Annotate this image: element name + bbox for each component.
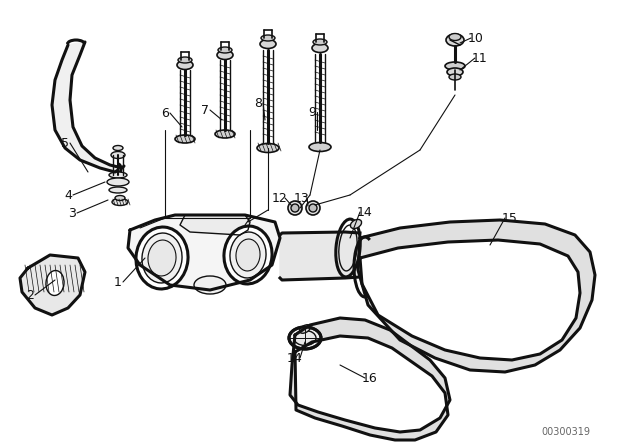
Polygon shape: [290, 318, 450, 440]
Ellipse shape: [115, 195, 125, 201]
Ellipse shape: [445, 62, 465, 70]
Ellipse shape: [218, 47, 232, 53]
Polygon shape: [20, 255, 85, 315]
Text: 14: 14: [287, 352, 303, 365]
Ellipse shape: [46, 271, 64, 296]
Text: 13: 13: [294, 191, 310, 204]
Ellipse shape: [111, 151, 125, 159]
Text: 6: 6: [161, 107, 169, 120]
Ellipse shape: [351, 220, 362, 228]
Text: 7: 7: [201, 103, 209, 116]
Ellipse shape: [449, 74, 461, 80]
Text: 1: 1: [114, 276, 122, 289]
Ellipse shape: [313, 39, 327, 45]
Text: 16: 16: [362, 371, 378, 384]
Ellipse shape: [309, 142, 331, 151]
Circle shape: [291, 204, 299, 212]
Text: 9: 9: [308, 105, 316, 119]
Ellipse shape: [142, 233, 182, 283]
Ellipse shape: [113, 146, 123, 151]
Text: 00300319: 00300319: [541, 427, 590, 437]
Ellipse shape: [215, 130, 235, 138]
Text: 4: 4: [64, 189, 72, 202]
Ellipse shape: [194, 276, 226, 294]
Ellipse shape: [112, 198, 128, 206]
Ellipse shape: [449, 34, 461, 40]
Ellipse shape: [446, 34, 464, 46]
Ellipse shape: [257, 143, 279, 152]
Ellipse shape: [217, 51, 233, 60]
Ellipse shape: [109, 187, 127, 193]
Ellipse shape: [300, 325, 310, 333]
Text: 14: 14: [357, 206, 373, 219]
Text: 2: 2: [26, 289, 34, 302]
Ellipse shape: [136, 227, 188, 289]
Circle shape: [306, 201, 320, 215]
Text: 15: 15: [502, 211, 518, 224]
Ellipse shape: [224, 226, 272, 284]
Ellipse shape: [294, 331, 316, 345]
Text: 11: 11: [472, 52, 488, 65]
Ellipse shape: [177, 60, 193, 69]
Ellipse shape: [261, 35, 275, 41]
Ellipse shape: [289, 327, 321, 349]
Ellipse shape: [109, 172, 127, 178]
Circle shape: [288, 201, 302, 215]
Ellipse shape: [107, 178, 129, 186]
Ellipse shape: [178, 57, 192, 63]
Polygon shape: [358, 220, 595, 372]
Text: 10: 10: [468, 31, 484, 44]
Text: 5: 5: [61, 137, 69, 150]
Ellipse shape: [230, 232, 266, 278]
Ellipse shape: [447, 68, 463, 76]
Polygon shape: [128, 215, 280, 290]
Ellipse shape: [312, 43, 328, 52]
Polygon shape: [180, 215, 250, 235]
Ellipse shape: [236, 239, 260, 271]
Text: 12: 12: [272, 191, 288, 204]
Polygon shape: [52, 42, 124, 172]
Text: 8: 8: [254, 96, 262, 109]
Polygon shape: [280, 232, 360, 280]
Text: 3: 3: [68, 207, 76, 220]
Circle shape: [309, 204, 317, 212]
Ellipse shape: [175, 135, 195, 143]
Ellipse shape: [260, 39, 276, 48]
Ellipse shape: [148, 240, 176, 276]
